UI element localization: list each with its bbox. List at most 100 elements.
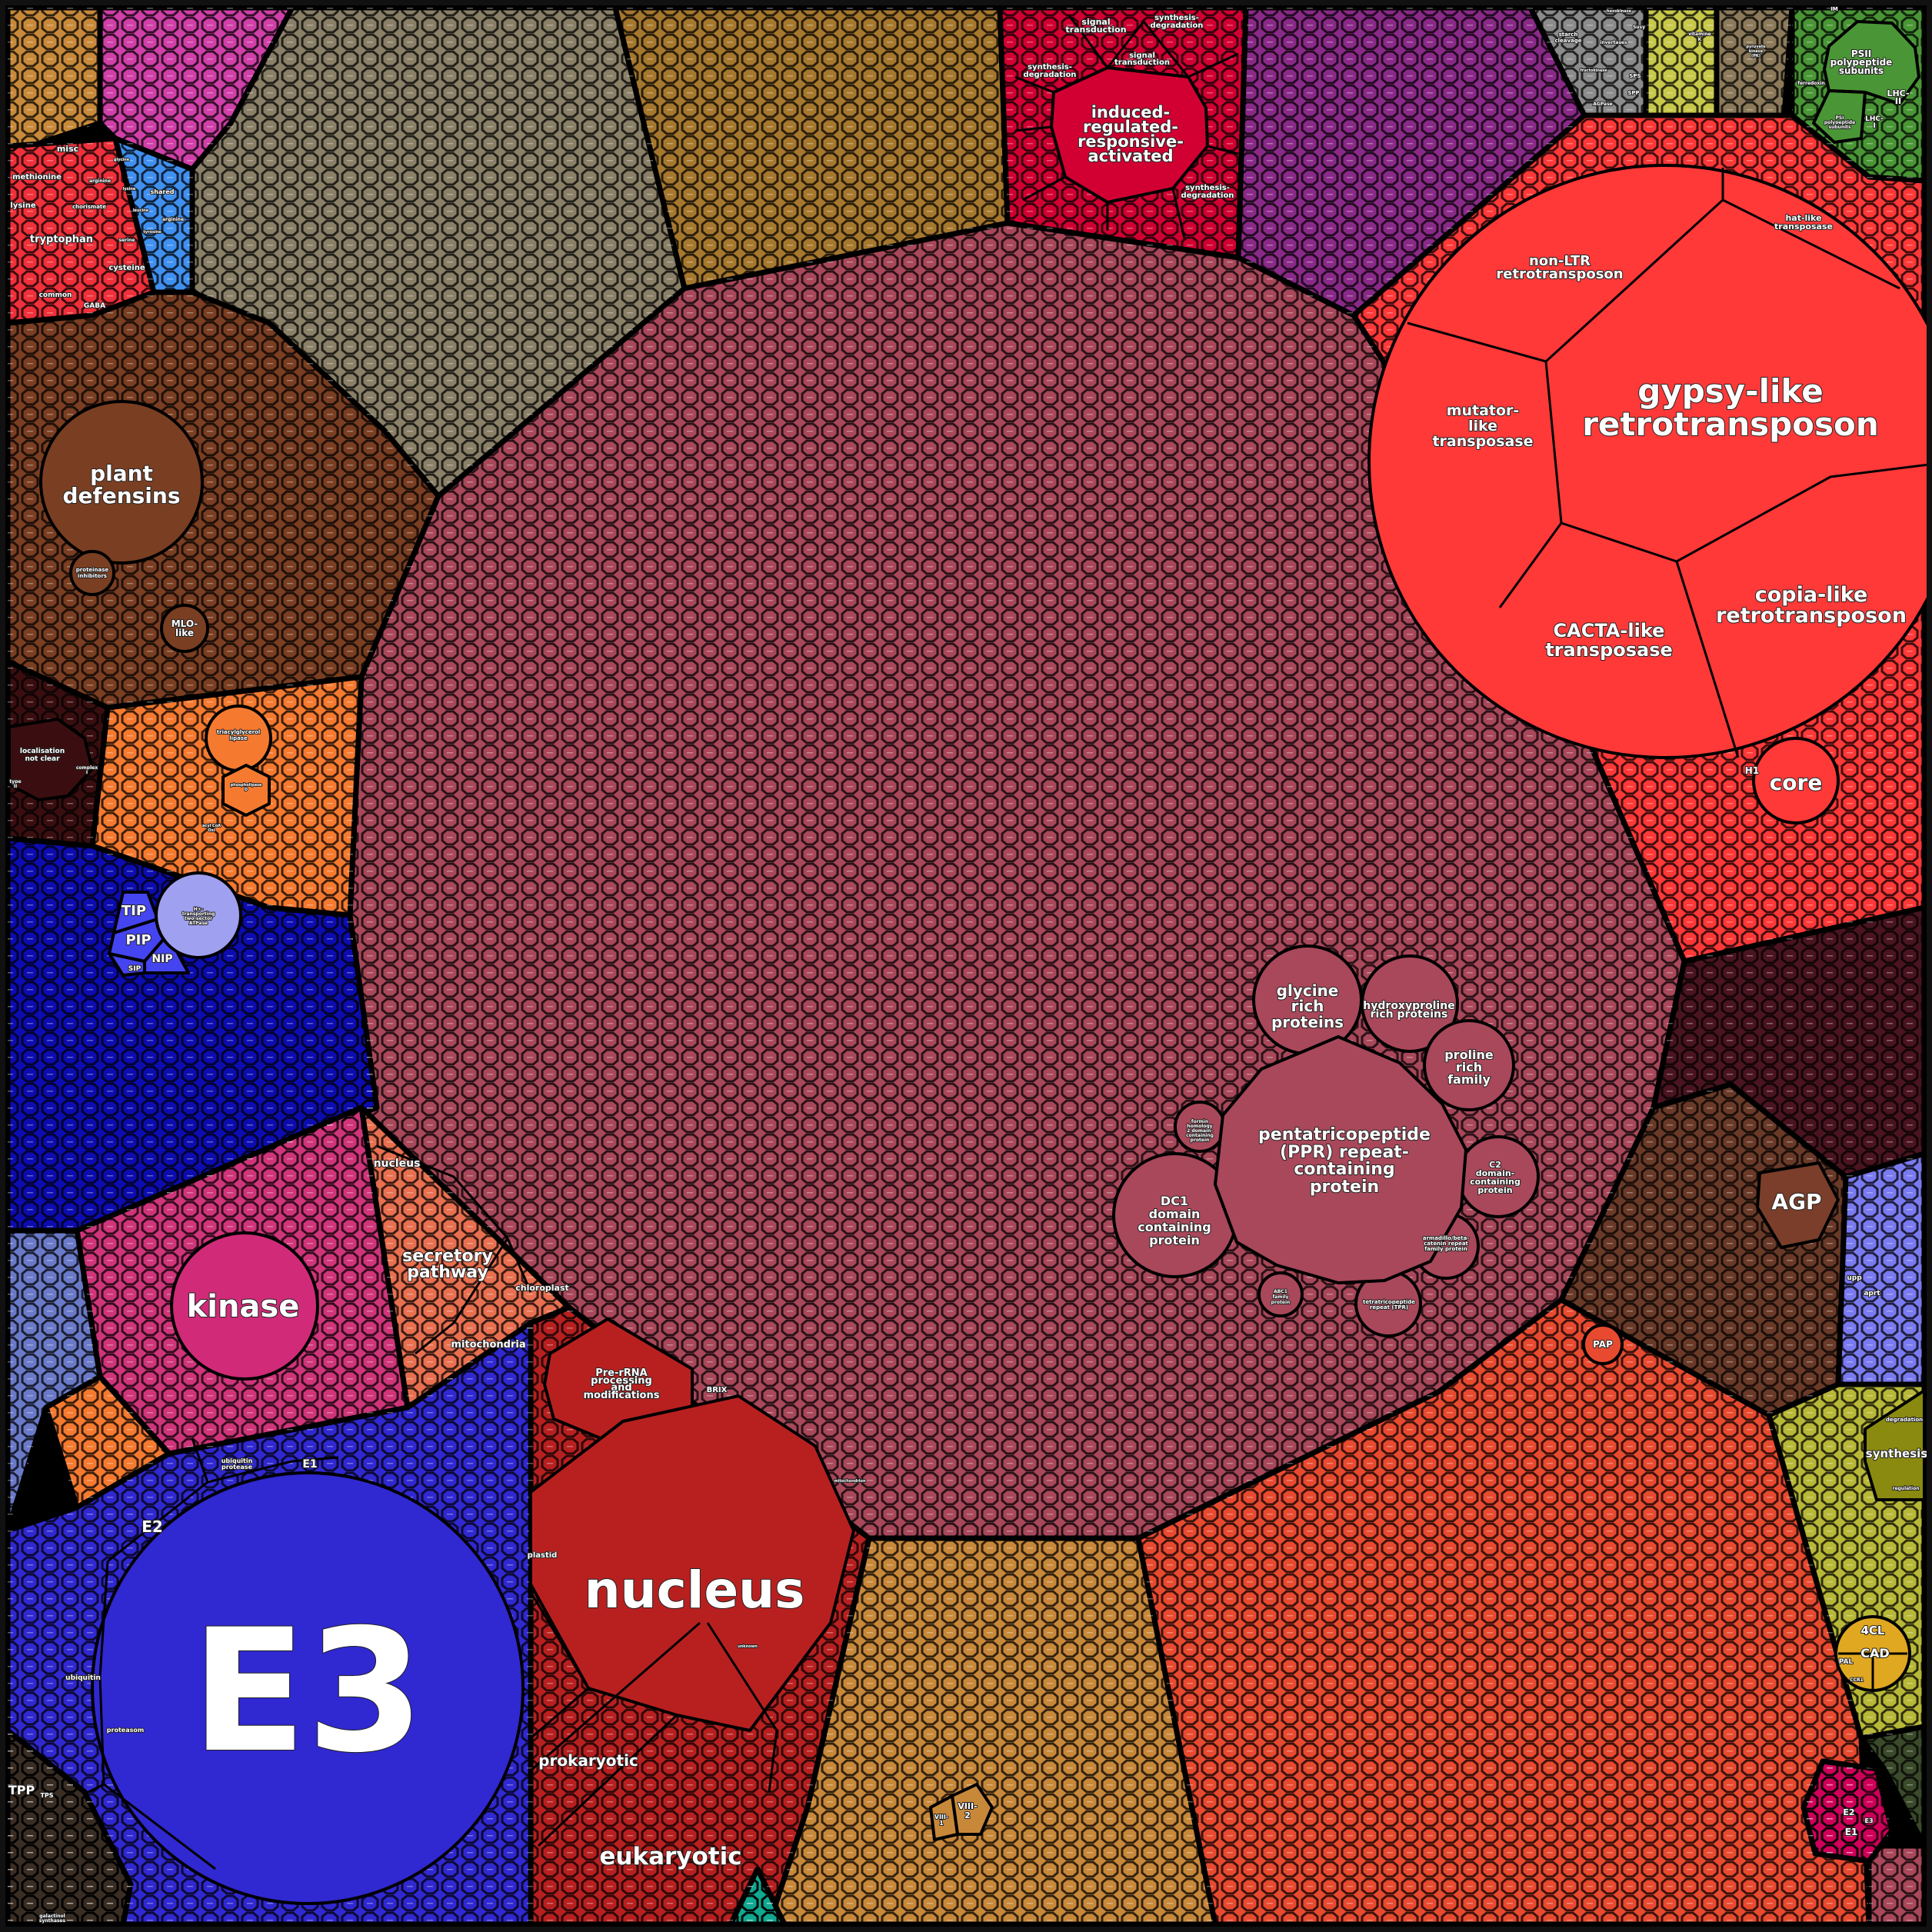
label-susy: Susy <box>1633 25 1645 30</box>
divider <box>530 1687 589 1740</box>
ppr-cell[interactable] <box>1214 1035 1467 1284</box>
nucleus-cell[interactable] <box>529 1394 855 1732</box>
divider <box>1498 522 1563 608</box>
label-copia: copia-like retrotransposon <box>1716 583 1907 628</box>
label-brix: BRIX <box>707 1386 728 1394</box>
label-galactinol: galactinol synthases <box>39 1914 66 1924</box>
induced-cell[interactable] <box>1050 66 1209 204</box>
psi-cell[interactable] <box>1812 89 1867 144</box>
label-nucleus-secretory: nucleus <box>374 1158 421 1170</box>
e3-circle[interactable] <box>91 1471 525 1905</box>
label-complex-i: complex I <box>76 765 98 775</box>
label-cad: CAD <box>1860 1646 1889 1661</box>
agp-cell[interactable] <box>1756 1161 1840 1249</box>
region-mauve-bottom-right[interactable] <box>1866 1843 1927 1927</box>
label-arginine: arginine <box>89 178 111 184</box>
pap-cell[interactable] <box>1582 1324 1624 1365</box>
region-vitamin-yellow[interactable] <box>1643 5 1720 118</box>
divider <box>98 1561 216 1870</box>
label-nip: NIP <box>152 953 172 965</box>
psii-cell[interactable] <box>1823 20 1920 105</box>
label-sps: SPS <box>1629 73 1641 79</box>
label-chloroplast: chloroplast <box>515 1283 569 1293</box>
divider <box>1022 175 1066 202</box>
divider <box>1407 168 1724 363</box>
label-pip: PIP <box>125 932 151 948</box>
abc1-cell[interactable] <box>1257 1271 1304 1317</box>
divider <box>1014 75 1054 94</box>
label-synthesis: synthesis <box>1866 1447 1927 1461</box>
label-agp: AGP <box>1771 1189 1821 1214</box>
divider <box>530 1621 701 1772</box>
label-core: core <box>1770 770 1823 795</box>
label-pyruvate-kinase: pyruvate kinase (PK) <box>1746 45 1766 58</box>
label-c2: C2 domain-containing protein <box>1470 1160 1521 1195</box>
atpase-circle[interactable] <box>155 871 242 959</box>
label-tpp: TPP <box>8 1783 35 1797</box>
label-pre-rrna: Pre-rRNA processing and modifications <box>584 1367 660 1401</box>
kinase-cell[interactable] <box>170 1231 319 1381</box>
label-starch-cleavage: starch cleavage <box>1554 32 1581 44</box>
label-vitamine-k: vitamine K <box>1688 32 1711 42</box>
divider <box>1675 561 1740 758</box>
plant-defensins-cell[interactable] <box>39 400 204 565</box>
label-eukaryotic: eukaryotic <box>599 1843 741 1870</box>
label-type-ii: type II <box>9 779 21 789</box>
label-hexokinase: hexokinase <box>1607 9 1632 14</box>
divider <box>1014 125 1052 132</box>
label-tps: TPS <box>40 1792 53 1799</box>
label-shared: shared <box>151 188 175 195</box>
mlo-like-cell[interactable] <box>160 604 209 653</box>
proline-rich-cell[interactable] <box>1423 1019 1515 1111</box>
proteinase-inhibitors-cell[interactable] <box>69 550 115 596</box>
label-secretory: secretory pathway <box>402 1247 493 1282</box>
label-4cl: 4CL <box>1860 1624 1884 1637</box>
label-regulation: regulation <box>1892 1486 1919 1491</box>
region-glycolysis-tan[interactable] <box>1714 5 1795 118</box>
synthesis-cell[interactable] <box>1864 1389 1926 1501</box>
label-tryptophan: tryptophan <box>30 234 93 245</box>
label-mutator: mutator-like transposase <box>1432 402 1533 450</box>
label-lhc-i: LHC-I <box>1865 115 1884 130</box>
divider <box>415 1237 509 1355</box>
label-degradation: degradation <box>1886 1417 1923 1423</box>
label-triacylglycerol-lipase: triacylglycerol lipase <box>217 729 261 741</box>
label-synthesis-degradation: synthesis-degradation <box>1181 184 1234 200</box>
label-cacta: CACTA-like transposase <box>1545 620 1673 661</box>
label-ferredoxin: ferredoxin <box>1797 81 1824 86</box>
phospholipase-cell[interactable] <box>222 764 271 817</box>
hydroxyproline-cell[interactable] <box>1361 954 1459 1053</box>
label-plant-defensins: plant defensins <box>62 461 180 508</box>
label-nucleus: nucleus <box>585 1561 805 1620</box>
localisation-cell[interactable] <box>8 718 94 801</box>
label-ccr1: CCR1 <box>1850 1677 1864 1683</box>
label-cysteine: cysteine <box>108 264 145 272</box>
label-plastid: plastid <box>528 1551 558 1560</box>
label-invertases: invertases <box>1600 40 1627 45</box>
label-phospholipase: phospholipase D <box>231 783 262 792</box>
label-e3-small: E3 <box>1864 1817 1873 1824</box>
label-lysine-blue: lysine <box>123 187 136 192</box>
label-ubiquitin-protease: ubiquitin protease <box>222 1457 253 1471</box>
label-chorismate: chorismate <box>72 204 106 210</box>
label-proteasom: proteasom <box>107 1727 144 1734</box>
label-unknown: unknown <box>738 1644 758 1649</box>
label-h1: H1 <box>1745 765 1759 776</box>
label-tyrosine: tyrosine <box>143 230 162 235</box>
core-cell[interactable] <box>1752 737 1840 824</box>
label-lysine: lysine <box>10 202 35 210</box>
label-aprt: aprt <box>1864 1290 1880 1297</box>
label-leucine: leucine <box>133 208 149 213</box>
label-mitochondrion: mitochondrion <box>834 1479 865 1484</box>
label-synthesis-degradation: synthesis-degradation <box>1151 14 1204 30</box>
label-viii-2: VIII-2 <box>958 1801 977 1820</box>
transposon-circle[interactable] <box>1367 164 1932 759</box>
label-formin: formin homology 2 domain-containing protein <box>1186 1119 1214 1143</box>
label-proteinase-inhibitors: proteinase inhibitors <box>76 567 109 579</box>
label-methionine: methionine <box>12 173 62 182</box>
sip-cell[interactable] <box>108 952 146 977</box>
divider <box>706 1622 778 1793</box>
region-nucleotide-lavender[interactable] <box>1835 1151 1927 1387</box>
viii-1-cell[interactable] <box>929 1794 959 1841</box>
label-gaba: GABA <box>84 302 105 310</box>
